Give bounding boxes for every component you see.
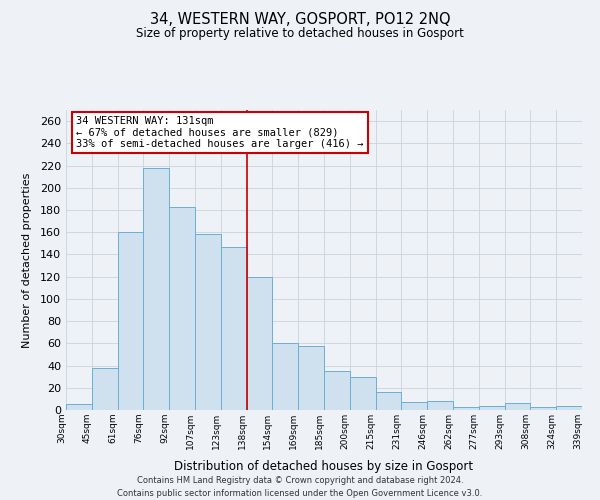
- Bar: [401, 402, 427, 410]
- Text: 34, WESTERN WAY, GOSPORT, PO12 2NQ: 34, WESTERN WAY, GOSPORT, PO12 2NQ: [149, 12, 451, 28]
- Bar: [453, 406, 479, 410]
- Bar: [272, 344, 298, 410]
- Y-axis label: Number of detached properties: Number of detached properties: [22, 172, 32, 348]
- Text: Size of property relative to detached houses in Gosport: Size of property relative to detached ho…: [136, 28, 464, 40]
- Text: Contains public sector information licensed under the Open Government Licence v3: Contains public sector information licen…: [118, 489, 482, 498]
- Bar: [479, 406, 505, 410]
- Bar: [427, 401, 453, 410]
- Bar: [556, 406, 582, 410]
- Bar: [247, 276, 272, 410]
- Bar: [195, 234, 221, 410]
- Bar: [169, 206, 195, 410]
- Bar: [324, 371, 350, 410]
- Bar: [298, 346, 324, 410]
- Bar: [118, 232, 143, 410]
- X-axis label: Distribution of detached houses by size in Gosport: Distribution of detached houses by size …: [175, 460, 473, 473]
- Bar: [376, 392, 401, 410]
- Bar: [92, 368, 118, 410]
- Bar: [66, 404, 92, 410]
- Bar: [143, 168, 169, 410]
- Bar: [350, 376, 376, 410]
- Text: Contains HM Land Registry data © Crown copyright and database right 2024.: Contains HM Land Registry data © Crown c…: [137, 476, 463, 485]
- Bar: [530, 406, 556, 410]
- Bar: [505, 404, 530, 410]
- Bar: [221, 246, 247, 410]
- Text: 34 WESTERN WAY: 131sqm
← 67% of detached houses are smaller (829)
33% of semi-de: 34 WESTERN WAY: 131sqm ← 67% of detached…: [76, 116, 364, 149]
